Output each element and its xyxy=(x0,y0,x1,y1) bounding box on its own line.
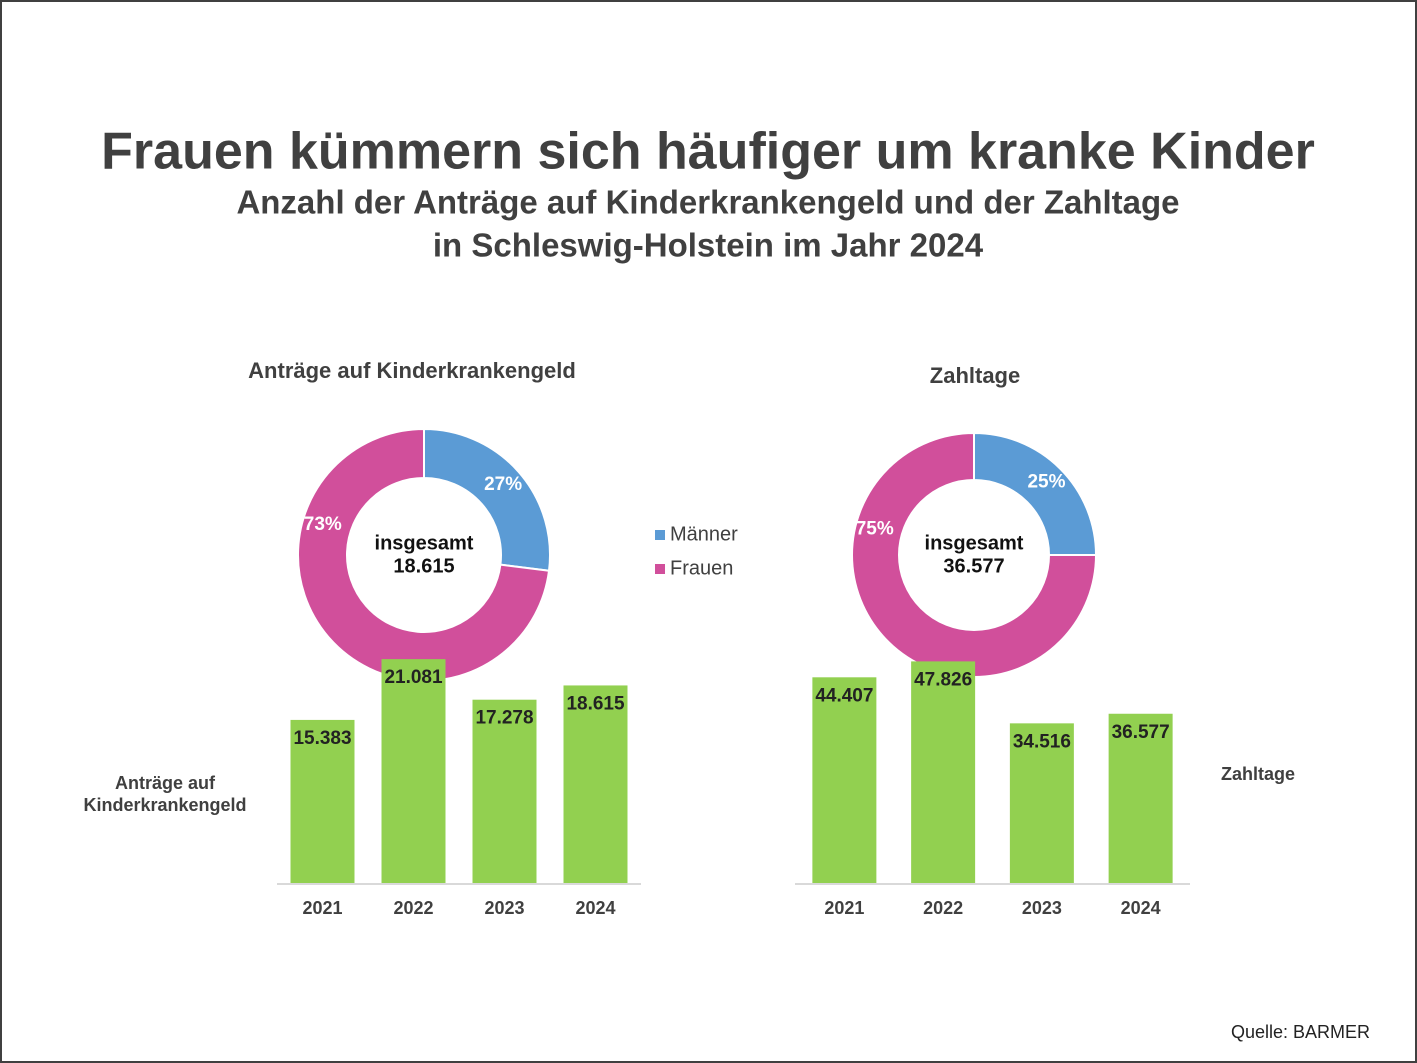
center-total: 36.577 xyxy=(943,555,1004,577)
value-label: 44.407 xyxy=(815,685,873,706)
x-tick-label: 2024 xyxy=(1121,898,1161,918)
title: Frauen kümmern sich häufiger um kranke K… xyxy=(101,123,1315,181)
value-label: 27% xyxy=(484,474,522,495)
bar xyxy=(812,677,877,884)
source: Quelle: BARMER xyxy=(1231,1022,1370,1042)
bar xyxy=(911,661,976,884)
subtitle: in Schleswig-Holstein im Jahr 2024 xyxy=(433,227,984,264)
legend-swatch xyxy=(655,530,665,540)
legend-label: Männer xyxy=(670,523,738,545)
series-label: Anträge auf xyxy=(115,773,216,793)
bar xyxy=(381,659,446,884)
donut-segment xyxy=(423,427,551,572)
legend-label: Frauen xyxy=(670,557,733,579)
value-label: 73% xyxy=(304,514,342,535)
center-label: insgesamt xyxy=(375,532,474,554)
value-label: 34.516 xyxy=(1013,731,1071,752)
bar xyxy=(1009,723,1074,884)
bar xyxy=(472,699,537,884)
value-label: 18.615 xyxy=(566,693,625,714)
value-label: 47.826 xyxy=(914,669,972,690)
x-tick-label: 2021 xyxy=(824,898,864,918)
subtitle: Anzahl der Anträge auf Kinderkrankengeld… xyxy=(236,184,1179,221)
value-label: 17.278 xyxy=(475,708,533,729)
series-label: Zahltage xyxy=(1221,764,1295,784)
value-label: 36.577 xyxy=(1112,722,1170,743)
series-label: Kinderkrankengeld xyxy=(83,795,246,815)
bar xyxy=(563,685,628,884)
legend-swatch xyxy=(655,564,665,574)
chart-title: Zahltage xyxy=(930,363,1020,388)
x-tick-label: 2024 xyxy=(575,898,615,918)
chart-title: Anträge auf Kinderkrankengeld xyxy=(248,358,576,383)
center-total: 18.615 xyxy=(393,555,454,577)
value-label: 75% xyxy=(856,519,894,540)
x-tick-label: 2023 xyxy=(484,898,524,918)
x-tick-label: 2022 xyxy=(923,898,963,918)
x-tick-label: 2021 xyxy=(302,898,342,918)
donut-segment xyxy=(851,431,1098,678)
value-label: 21.081 xyxy=(384,667,443,688)
value-label: 25% xyxy=(1027,472,1065,493)
x-tick-label: 2023 xyxy=(1022,898,1062,918)
value-label: 15.383 xyxy=(293,728,351,749)
bar xyxy=(1108,713,1173,884)
bar xyxy=(290,719,355,884)
x-tick-label: 2022 xyxy=(393,898,433,918)
center-label: insgesamt xyxy=(925,532,1024,554)
